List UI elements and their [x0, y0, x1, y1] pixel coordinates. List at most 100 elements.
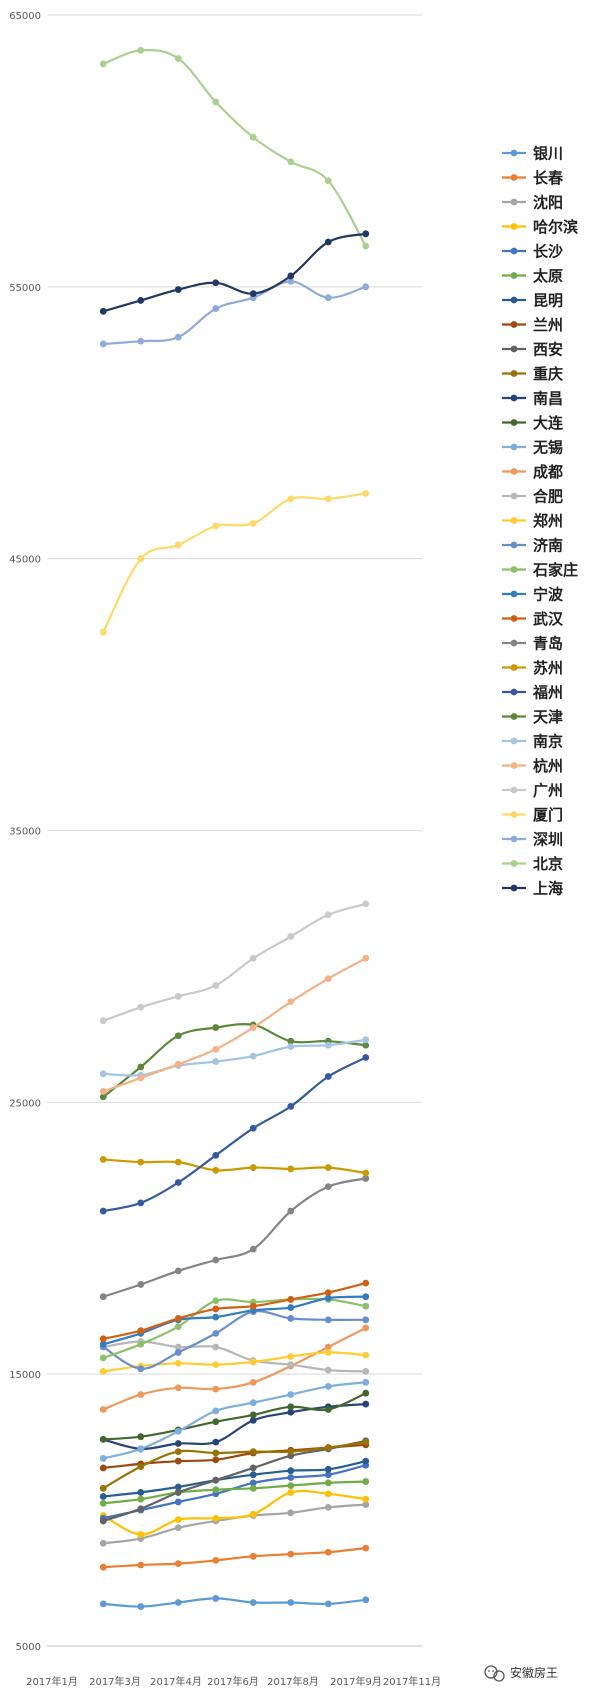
legend-item: 武汉 — [502, 610, 564, 628]
data-point — [174, 1560, 182, 1568]
legend-item: 长春 — [502, 169, 563, 187]
data-point — [287, 1489, 295, 1496]
data-point — [287, 1599, 295, 1606]
series-成都 — [99, 1324, 370, 1413]
data-point — [212, 1305, 220, 1313]
data-point — [174, 1524, 182, 1532]
legend-item: 天津 — [502, 708, 563, 726]
legend-marker — [510, 247, 518, 255]
data-point — [362, 1316, 370, 1324]
legend-label: 天津 — [533, 708, 563, 726]
data-point — [287, 1037, 295, 1045]
legend-label: 青岛 — [533, 635, 563, 653]
legend-item: 哈尔滨 — [502, 218, 578, 236]
watermark-text: 安徽房王 — [510, 1665, 558, 1680]
data-point — [137, 1561, 145, 1569]
data-point — [287, 1296, 295, 1303]
data-point — [287, 1043, 295, 1051]
data-point — [137, 1281, 145, 1288]
legend-label: 成都 — [533, 463, 563, 481]
data-point — [362, 900, 370, 908]
data-point — [324, 1343, 332, 1351]
data-point — [324, 1349, 332, 1356]
data-point — [324, 495, 332, 503]
data-point — [137, 1365, 145, 1373]
data-point — [249, 1416, 257, 1424]
series-苏州 — [99, 1156, 370, 1177]
data-point — [174, 541, 182, 549]
data-point — [174, 992, 182, 1000]
data-point — [137, 1445, 145, 1453]
data-point — [362, 1169, 370, 1177]
y-tick-label: 25000 — [9, 1098, 41, 1109]
data-point — [362, 1400, 370, 1408]
data-point — [324, 1289, 332, 1297]
legend-label: 深圳 — [533, 831, 563, 849]
legend-item: 杭州 — [502, 757, 563, 775]
data-point — [99, 60, 107, 68]
data-point — [137, 1063, 145, 1071]
legend-marker — [510, 786, 518, 794]
data-point — [174, 1498, 182, 1506]
legend-marker — [510, 394, 518, 402]
data-point — [99, 1093, 107, 1101]
data-point — [324, 1503, 332, 1511]
data-point — [212, 305, 220, 312]
data-point — [249, 1484, 257, 1492]
data-point — [324, 911, 332, 919]
data-point — [174, 1060, 182, 1068]
series-line — [102, 1056, 367, 1213]
data-point — [212, 1456, 220, 1464]
series-lines — [99, 46, 370, 1610]
data-point — [212, 982, 220, 989]
legend-label: 哈尔滨 — [533, 218, 578, 236]
data-point — [99, 1600, 107, 1608]
data-point — [99, 340, 107, 348]
data-point — [137, 337, 145, 345]
y-tick-label: 35000 — [9, 827, 41, 838]
data-point — [249, 133, 257, 141]
data-point — [212, 1151, 220, 1159]
data-point — [287, 1315, 295, 1322]
series-广州 — [99, 900, 370, 1025]
data-point — [137, 297, 145, 304]
data-point — [174, 1427, 182, 1435]
data-point — [287, 158, 295, 166]
data-point — [174, 286, 182, 293]
data-point — [212, 279, 220, 287]
data-point — [249, 1510, 257, 1518]
data-point — [362, 954, 370, 962]
legend-marker — [510, 149, 518, 157]
legend-marker — [510, 713, 518, 720]
series-line — [102, 902, 367, 1022]
legend-label: 银川 — [533, 145, 563, 163]
legend-marker — [510, 223, 518, 230]
series-武汉 — [99, 1279, 370, 1343]
data-point — [137, 1074, 145, 1082]
legend-marker — [510, 860, 518, 867]
data-point — [324, 1294, 332, 1302]
data-point — [287, 1509, 295, 1517]
data-point — [324, 975, 332, 983]
legend-label: 沈阳 — [533, 194, 563, 212]
data-point — [249, 1378, 257, 1386]
data-point — [287, 495, 295, 503]
y-tick-label: 45000 — [9, 555, 41, 566]
data-point — [137, 1433, 145, 1441]
legend-label: 重庆 — [533, 365, 563, 383]
legend-label: 上海 — [533, 880, 563, 898]
data-point — [137, 1199, 145, 1207]
data-point — [174, 1315, 182, 1322]
data-point — [324, 1600, 332, 1608]
legend-label: 杭州 — [533, 757, 563, 775]
legend-item: 西安 — [502, 341, 563, 359]
series-杭州 — [99, 954, 370, 1095]
data-point — [99, 1464, 107, 1472]
series-天津 — [99, 1021, 370, 1101]
data-point — [287, 277, 295, 285]
data-point — [174, 1448, 182, 1456]
legend-item: 大连 — [502, 414, 564, 432]
legend-label: 石家庄 — [532, 561, 578, 579]
series-长春 — [99, 1544, 370, 1571]
